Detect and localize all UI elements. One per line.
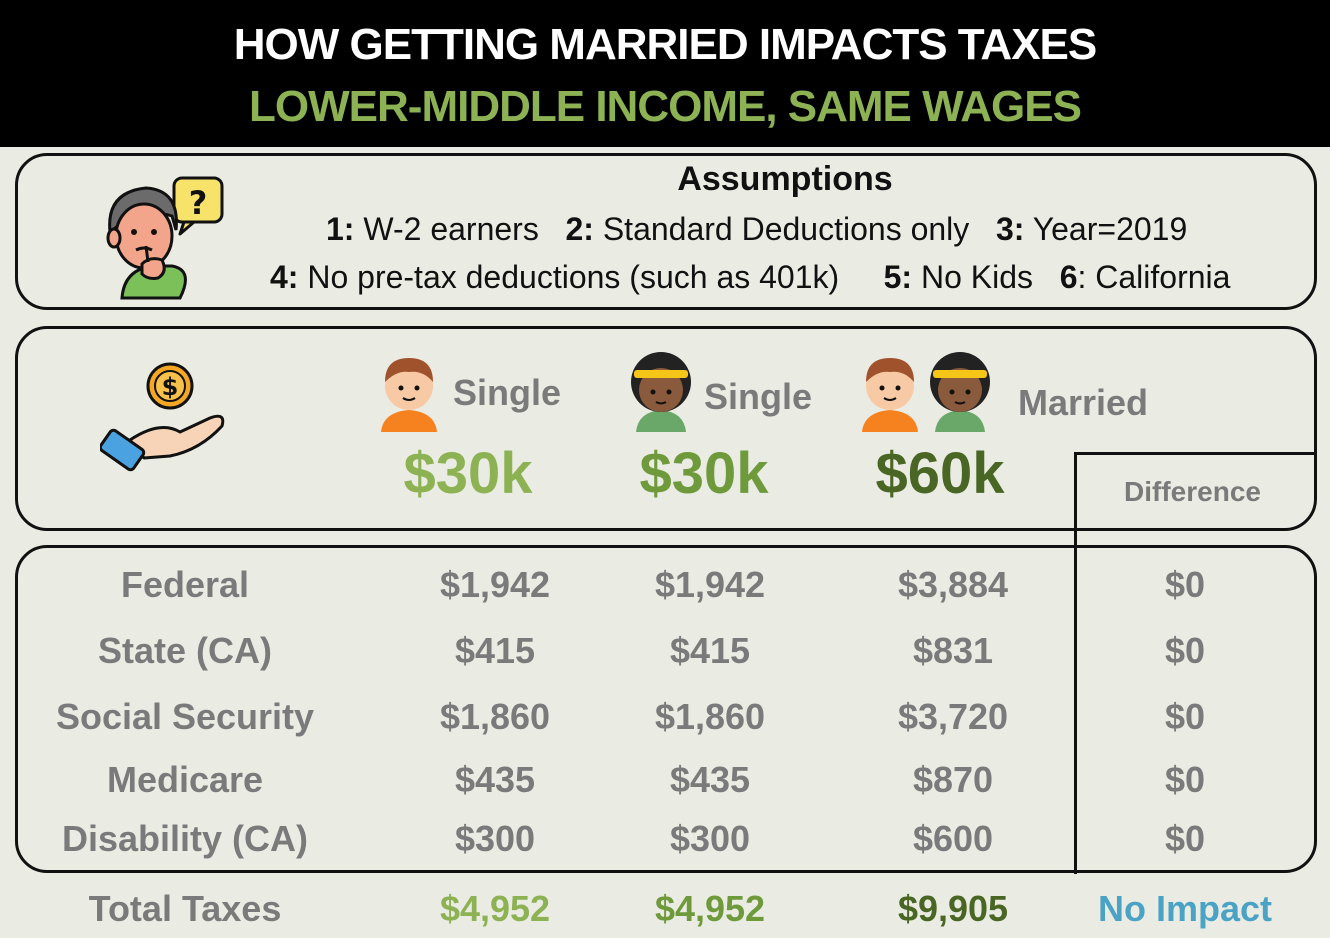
assumption-num: 6 — [1059, 259, 1078, 295]
assumption-text: : California — [1077, 259, 1231, 295]
table-cell: $831 — [912, 630, 994, 671]
total-single1: $4,952 — [439, 888, 551, 929]
table-cell: $600 — [912, 818, 994, 859]
assumption-text: Year=2019 — [1024, 211, 1188, 247]
total-label: Total Taxes — [88, 888, 282, 929]
assumptions-box — [15, 153, 1317, 310]
row-label: Social Security — [55, 696, 315, 737]
tax-table-box — [15, 545, 1317, 873]
row-label: Disability (CA) — [61, 818, 309, 859]
table-cell: $0 — [1164, 818, 1206, 859]
table-cell: $435 — [669, 759, 751, 800]
page-subtitle: LOWER-MIDDLE INCOME, SAME WAGES — [249, 82, 1082, 131]
assumption-text: W-2 earners — [354, 211, 539, 247]
table-cell: $1,860 — [439, 696, 551, 737]
table-cell: $435 — [454, 759, 536, 800]
person1-income: $30k — [403, 441, 533, 506]
table-cell: $1,860 — [654, 696, 766, 737]
assumption-text: No pre-tax deductions (such as 401k) — [298, 259, 840, 295]
table-cell: $3,884 — [897, 564, 1009, 605]
confused-person-icon: ? — [106, 176, 224, 300]
page-title: HOW GETTING MARRIED IMPACTS TAXES — [233, 20, 1097, 69]
row-label: Medicare — [106, 759, 264, 800]
assumptions-line-1: 1: W-2 earners 2: Standard Deductions on… — [326, 211, 1187, 248]
svg-text:?: ? — [189, 184, 208, 222]
total-single2: $4,952 — [654, 888, 766, 929]
svg-text:$: $ — [162, 373, 179, 401]
table-cell: $415 — [454, 630, 536, 671]
total-married: $9,905 — [897, 888, 1009, 929]
money-hand-icon: $ — [100, 362, 225, 472]
assumption-num: 5: — [883, 259, 913, 295]
difference-label: Difference — [1124, 476, 1261, 507]
assumption-num: 1: — [326, 211, 355, 247]
assumptions-line-2: 4: No pre-tax deductions (such as 401k) … — [270, 259, 1230, 296]
total-difference: No Impact — [1097, 888, 1273, 929]
income-box — [15, 326, 1317, 531]
table-cell: $3,720 — [897, 696, 1009, 737]
table-cell: $0 — [1164, 759, 1206, 800]
row-label: Federal — [120, 564, 250, 605]
assumption-text: Standard Deductions only — [593, 211, 970, 247]
boy-avatar-icon — [862, 358, 918, 432]
assumption-text: No Kids — [912, 259, 1034, 295]
content-area — [0, 147, 1330, 938]
table-cell: $300 — [669, 818, 751, 859]
table-cell: $415 — [669, 630, 751, 671]
title-banner: HOW GETTING MARRIED IMPACTS TAXES LOWER-… — [0, 0, 1330, 147]
difference-divider-horizontal — [1074, 452, 1317, 455]
married-label: Married — [1018, 382, 1149, 423]
assumption-num: 2: — [565, 211, 594, 247]
boy-avatar-icon — [381, 358, 437, 432]
married-income: $60k — [875, 441, 1005, 506]
difference-divider-vertical — [1074, 452, 1077, 874]
table-cell: $0 — [1164, 696, 1206, 737]
assumption-num: 4: — [270, 259, 299, 295]
girl-avatar-icon — [930, 352, 990, 432]
person1-label: Single — [453, 372, 562, 413]
row-label: State (CA) — [97, 630, 272, 671]
table-cell: $0 — [1164, 630, 1206, 671]
assumptions-title: Assumptions — [677, 160, 893, 198]
person2-income: $30k — [639, 441, 769, 506]
girl-avatar-icon — [631, 352, 691, 432]
table-cell: $870 — [912, 759, 994, 800]
table-cell: $300 — [454, 818, 536, 859]
person2-label: Single — [704, 376, 813, 417]
assumption-num: 3: — [995, 211, 1025, 247]
table-cell: $1,942 — [439, 564, 551, 605]
table-cell: $0 — [1164, 564, 1206, 605]
table-cell: $1,942 — [654, 564, 766, 605]
